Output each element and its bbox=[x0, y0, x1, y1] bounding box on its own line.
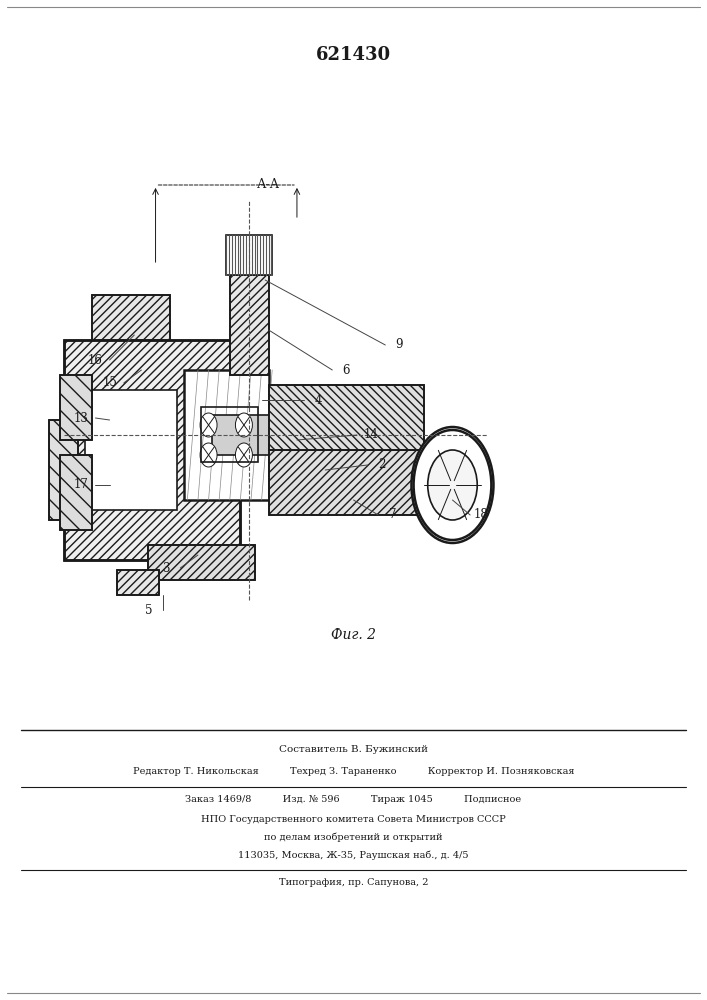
Bar bbox=[117, 570, 159, 595]
Bar bbox=[92, 295, 170, 340]
Bar bbox=[212, 415, 339, 455]
Text: 6: 6 bbox=[343, 363, 350, 376]
Text: Заказ 1469/8          Изд. № 596          Тираж 1045          Подписное: Заказ 1469/8 Изд. № 596 Тираж 1045 Подпи… bbox=[185, 795, 522, 804]
Bar bbox=[198, 405, 396, 465]
Text: 621430: 621430 bbox=[316, 46, 391, 64]
Text: по делам изобретений и открытий: по делам изобретений и открытий bbox=[264, 833, 443, 842]
Bar bbox=[198, 405, 396, 465]
Bar bbox=[269, 450, 424, 515]
Text: 13: 13 bbox=[74, 412, 89, 424]
Bar bbox=[269, 450, 424, 515]
Circle shape bbox=[428, 450, 477, 520]
Bar bbox=[85, 390, 177, 510]
Text: 17: 17 bbox=[74, 479, 89, 491]
Bar bbox=[49, 420, 78, 520]
Bar bbox=[60, 455, 92, 530]
Bar bbox=[201, 407, 258, 462]
Bar bbox=[269, 385, 424, 450]
Bar bbox=[226, 235, 272, 275]
Bar bbox=[269, 385, 424, 450]
Text: А-А: А-А bbox=[257, 178, 280, 192]
Text: 2: 2 bbox=[378, 458, 385, 472]
Bar bbox=[230, 275, 269, 375]
Text: 14: 14 bbox=[363, 428, 379, 442]
Text: 113035, Москва, Ж-35, Раушская наб., д. 4/5: 113035, Москва, Ж-35, Раушская наб., д. … bbox=[238, 851, 469, 860]
Text: 3: 3 bbox=[163, 562, 170, 574]
Bar bbox=[49, 420, 78, 520]
Text: 16: 16 bbox=[88, 354, 103, 366]
Circle shape bbox=[411, 427, 493, 543]
Text: 4: 4 bbox=[315, 393, 322, 406]
Bar bbox=[148, 545, 255, 580]
Bar bbox=[148, 545, 255, 580]
Bar bbox=[64, 340, 240, 560]
Bar bbox=[64, 340, 240, 560]
Text: Составитель В. Бужинский: Составитель В. Бужинский bbox=[279, 745, 428, 754]
Bar bbox=[60, 375, 92, 440]
Text: Типография, пр. Сапунова, 2: Типография, пр. Сапунова, 2 bbox=[279, 878, 428, 887]
Text: 18: 18 bbox=[474, 508, 488, 522]
Circle shape bbox=[200, 443, 217, 467]
Circle shape bbox=[235, 413, 252, 437]
Bar bbox=[184, 370, 269, 500]
Bar bbox=[92, 295, 170, 340]
Bar bbox=[117, 570, 159, 595]
Text: Фиг. 2: Фиг. 2 bbox=[331, 628, 376, 642]
Text: НПО Государственного комитета Совета Министров СССР: НПО Государственного комитета Совета Мин… bbox=[201, 815, 506, 824]
Text: Редактор Т. Никольская          Техред З. Тараненко          Корректор И. Позняк: Редактор Т. Никольская Техред З. Таранен… bbox=[133, 767, 574, 776]
Bar bbox=[230, 275, 269, 375]
Text: 15: 15 bbox=[102, 376, 117, 389]
Bar bbox=[60, 455, 92, 530]
Text: 9: 9 bbox=[396, 338, 403, 352]
Circle shape bbox=[200, 413, 217, 437]
Text: 5: 5 bbox=[145, 603, 152, 616]
Circle shape bbox=[235, 443, 252, 467]
Text: 7: 7 bbox=[389, 508, 396, 522]
Bar bbox=[60, 375, 92, 440]
